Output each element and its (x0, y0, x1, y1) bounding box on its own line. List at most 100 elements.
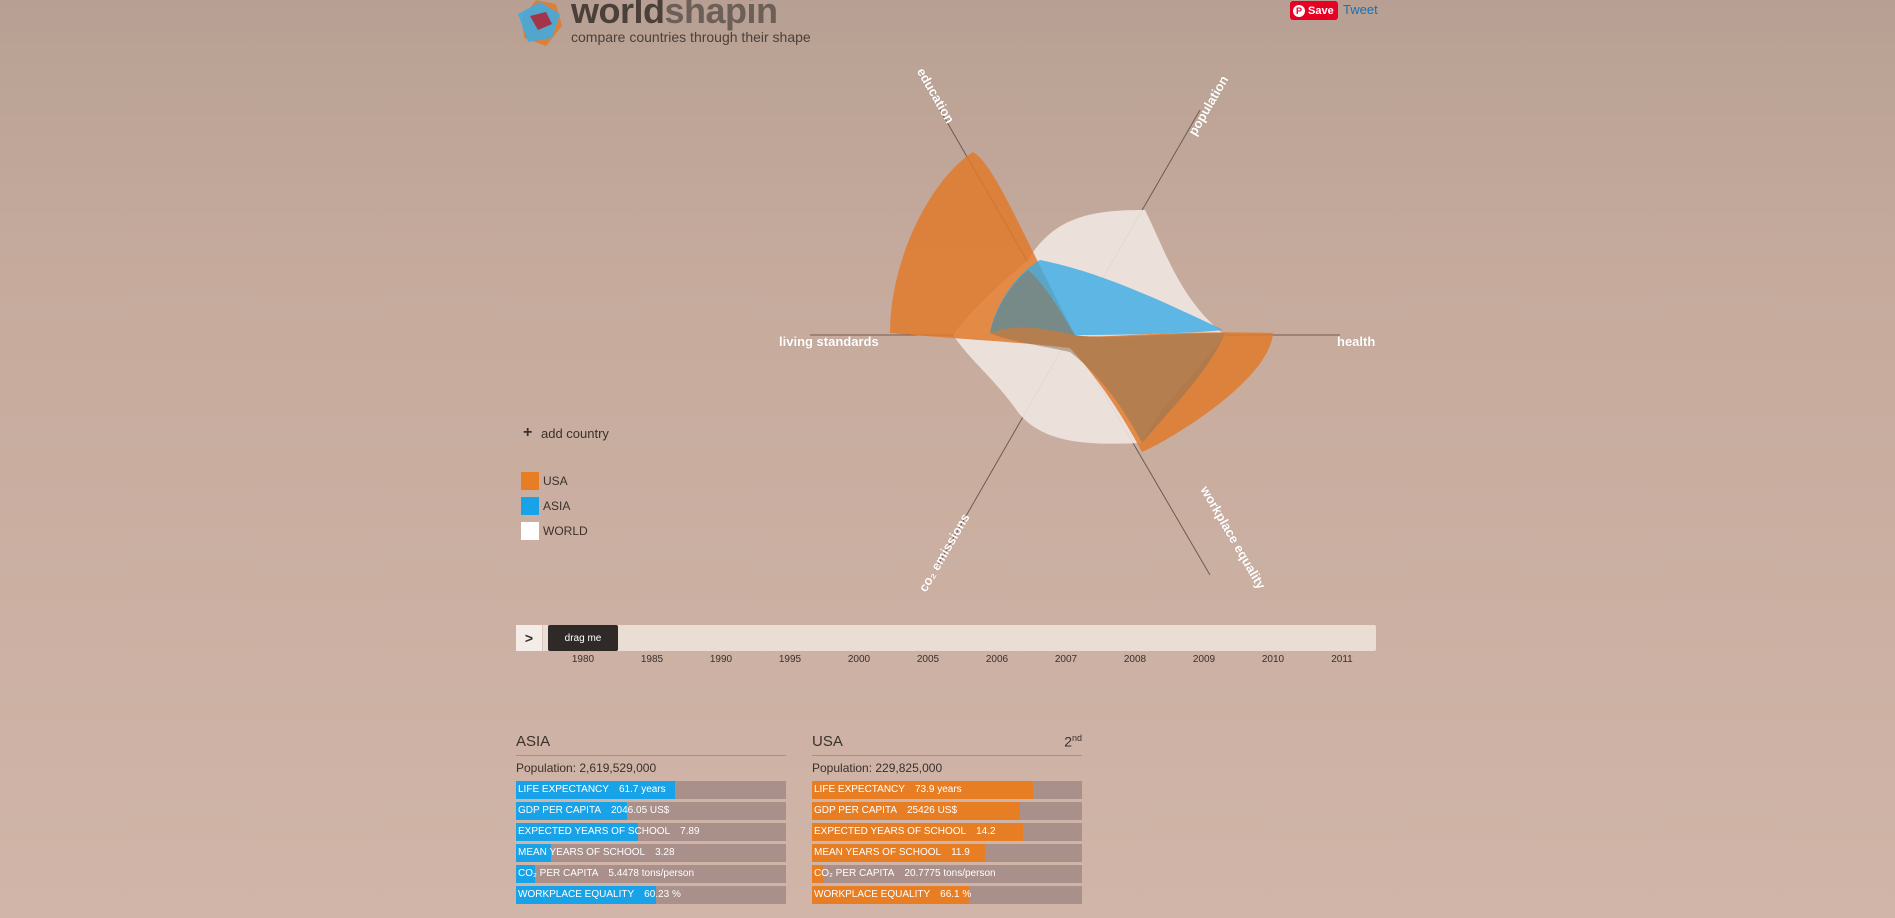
metric-label: GDP PER CAPITA (518, 805, 601, 816)
legend-swatch-asia (521, 496, 539, 515)
metric-bar: GDP PER CAPITA 2046.05 US$ (516, 802, 786, 820)
legend-swatch-usa (521, 471, 539, 490)
panel-rank: 2nd (1064, 733, 1082, 750)
logo-wordmark: worldshapin (571, 0, 778, 31)
metric-text: GDP PER CAPITA 2046.05 US$ (518, 802, 669, 820)
metric-bar: WORKPLACE EQUALITY 60.23 % (516, 886, 786, 904)
panel-population: Population: 2,619,529,000 (516, 761, 657, 775)
metric-value: 2046.05 US$ (610, 805, 670, 816)
add-country-label: add country (541, 425, 609, 441)
metric-fill (812, 844, 985, 862)
country-panel-usa: USA 2nd Population: 229,825,000 LIFE EXP… (812, 733, 1082, 907)
rank-suffix: nd (1071, 733, 1082, 743)
metric-value: 14.2 (976, 826, 996, 837)
timeline-drag-handle[interactable]: drag me (548, 625, 618, 651)
radar-chart: education population health workplace eq… (770, 60, 1375, 600)
year-label[interactable]: 2007 (1054, 654, 1078, 665)
logo-word-world: world (571, 0, 665, 31)
metric-value: 11.9 (951, 847, 970, 858)
legend-item-asia[interactable]: ASIA (521, 493, 588, 518)
play-button[interactable]: > (516, 625, 543, 651)
metric-label: GDP PER CAPITA (814, 805, 897, 816)
metric-bar: CO₂ PER CAPITA 5.4478 tons/person (516, 865, 786, 883)
metric-text: EXPECTED YEARS OF SCHOOL 7.89 (518, 823, 700, 841)
year-label[interactable]: 1990 (709, 654, 733, 665)
metric-text: GDP PER CAPITA 25426 US$ (814, 802, 957, 820)
panel-title: ASIA (516, 733, 551, 750)
metric-fill (812, 802, 1020, 820)
metric-fill (812, 781, 1034, 799)
legend-label: ASIA (543, 498, 571, 513)
metric-text: CO₂ PER CAPITA 5.4478 tons/person (518, 865, 694, 883)
axis-label-living-standards: living standards (779, 334, 879, 349)
metric-value: 60.23 % (644, 889, 681, 900)
pinterest-save-button[interactable]: P Save (1290, 1, 1338, 20)
panel-title: USA (812, 733, 843, 750)
tagline: compare countries through their shape (571, 29, 811, 45)
overlap-shape (990, 270, 1225, 443)
tweet-link[interactable]: Tweet (1343, 2, 1378, 17)
metric-bar: EXPECTED YEARS OF SCHOOL 7.89 (516, 823, 786, 841)
panel-title-row: ASIA (516, 733, 786, 756)
panel-title-row: USA 2nd (812, 733, 1082, 756)
metric-fill (516, 886, 657, 904)
year-label[interactable]: 2005 (916, 654, 940, 665)
pinterest-icon: P (1293, 4, 1305, 17)
metric-value: 3.28 (655, 847, 675, 858)
metric-label: MEAN YEARS OF SCHOOL (814, 847, 942, 858)
metric-text: LIFE EXPECTANCY 73.9 years (814, 781, 962, 799)
axis-label-health: health (1337, 334, 1376, 349)
legend: USA ASIA WORLD (521, 468, 588, 543)
year-label[interactable]: 2006 (985, 654, 1009, 665)
metric-label: LIFE EXPECTANCY (814, 784, 905, 795)
metric-text: LIFE EXPECTANCY 61.7 years (518, 781, 666, 799)
metric-bar: LIFE EXPECTANCY 61.7 years (516, 781, 786, 799)
metric-value: 7.89 (680, 826, 700, 837)
metric-label: CO₂ PER CAPITA (814, 868, 895, 879)
metric-text: MEAN YEARS OF SCHOOL 3.28 (518, 844, 675, 862)
timeline-year-labels: 1980 1985 1990 1995 2000 2005 2006 2007 … (516, 654, 1376, 668)
panel-population: Population: 229,825,000 (812, 761, 943, 775)
year-label[interactable]: 2009 (1192, 654, 1216, 665)
year-label[interactable]: 1985 (640, 654, 664, 665)
year-label[interactable]: 2011 (1331, 654, 1353, 665)
site-logo[interactable]: worldshapin compare countries through th… (516, 0, 816, 48)
legend-item-world[interactable]: WORLD (521, 518, 588, 543)
logo-mark-icon (518, 0, 562, 46)
metric-text: MEAN YEARS OF SCHOOL 11.9 (814, 844, 970, 862)
metric-fill (516, 844, 552, 862)
year-label[interactable]: 2010 (1261, 654, 1285, 665)
metric-fill (516, 865, 535, 883)
metric-bar: EXPECTED YEARS OF SCHOOL 14.2 (812, 823, 1082, 841)
metric-label: WORKPLACE EQUALITY (518, 889, 635, 900)
year-label[interactable]: 1995 (778, 654, 802, 665)
metric-bar: CO₂ PER CAPITA 20.7775 tons/person (812, 865, 1082, 883)
year-label[interactable]: 1980 (571, 654, 595, 665)
radar-svg (810, 109, 1340, 576)
year-label[interactable]: 2000 (847, 654, 871, 665)
metric-value: 20.7775 tons/person (904, 868, 996, 879)
logo-word-shapin: shapin (664, 0, 779, 31)
plus-icon: + (523, 424, 533, 441)
year-label[interactable]: 2008 (1123, 654, 1147, 665)
metric-value: 25426 US$ (906, 805, 958, 816)
metric-label: CO₂ PER CAPITA (518, 868, 599, 879)
metric-label: LIFE EXPECTANCY (518, 784, 609, 795)
metric-bar: GDP PER CAPITA 25426 US$ (812, 802, 1082, 820)
legend-swatch-world (521, 521, 539, 540)
legend-item-usa[interactable]: USA (521, 468, 588, 493)
metric-value: 61.7 years (618, 784, 666, 795)
timeline-slider[interactable]: > drag me (516, 625, 1376, 651)
metric-text: WORKPLACE EQUALITY 60.23 % (518, 886, 681, 904)
metric-fill (516, 823, 638, 841)
add-country-button[interactable]: + add country (523, 424, 609, 442)
metric-text: EXPECTED YEARS OF SCHOOL 14.2 (814, 823, 996, 841)
rank-number: 2 (1064, 733, 1072, 750)
metric-fill (516, 781, 676, 799)
metric-label: EXPECTED YEARS OF SCHOOL (814, 826, 967, 837)
legend-label: WORLD (543, 523, 588, 538)
metric-label: WORKPLACE EQUALITY (814, 889, 931, 900)
metric-bar: MEAN YEARS OF SCHOOL 11.9 (812, 844, 1082, 862)
metric-value: 5.4478 tons/person (608, 868, 695, 879)
metrics-list: LIFE EXPECTANCY 73.9 years GDP PER CAPITA 2… (812, 781, 1082, 904)
